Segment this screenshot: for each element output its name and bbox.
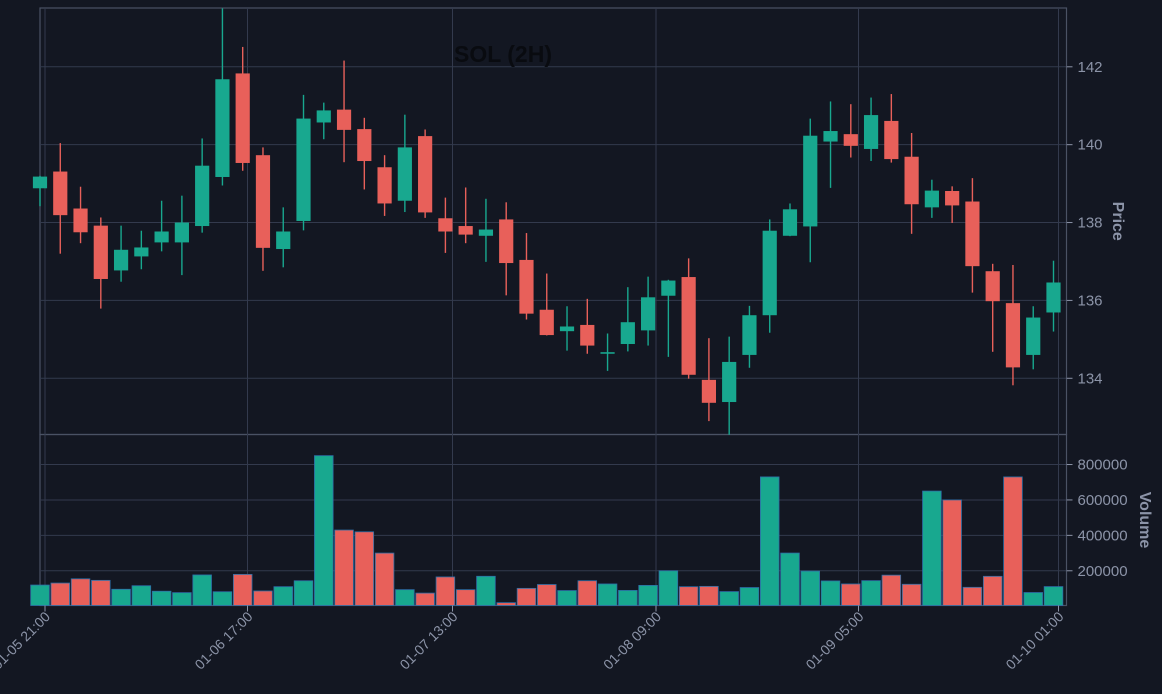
svg-text:200000: 200000 <box>1078 563 1128 580</box>
svg-text:136: 136 <box>1078 292 1103 309</box>
svg-text:SOL (2H): SOL (2H) <box>454 41 552 67</box>
svg-text:138: 138 <box>1078 215 1103 232</box>
svg-text:134: 134 <box>1078 370 1103 387</box>
svg-text:Volume: Volume <box>1136 492 1153 549</box>
svg-text:Price: Price <box>1109 202 1126 241</box>
svg-text:800000: 800000 <box>1078 457 1128 474</box>
svg-text:142: 142 <box>1078 59 1103 76</box>
svg-text:600000: 600000 <box>1078 492 1128 509</box>
svg-text:400000: 400000 <box>1078 527 1128 544</box>
svg-text:140: 140 <box>1078 137 1103 154</box>
